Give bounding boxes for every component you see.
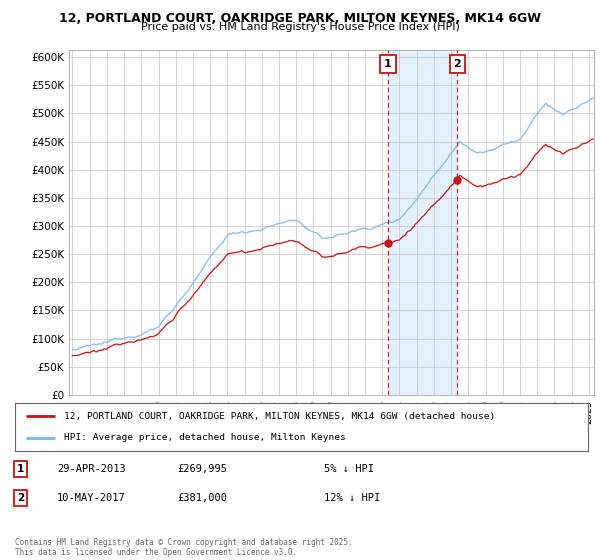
Text: 12% ↓ HPI: 12% ↓ HPI [324, 493, 380, 503]
Text: 12, PORTLAND COURT, OAKRIDGE PARK, MILTON KEYNES, MK14 6GW: 12, PORTLAND COURT, OAKRIDGE PARK, MILTO… [59, 12, 541, 25]
Text: £269,995: £269,995 [177, 464, 227, 474]
Text: £381,000: £381,000 [177, 493, 227, 503]
Text: 10-MAY-2017: 10-MAY-2017 [57, 493, 126, 503]
Text: 12, PORTLAND COURT, OAKRIDGE PARK, MILTON KEYNES, MK14 6GW (detached house): 12, PORTLAND COURT, OAKRIDGE PARK, MILTO… [64, 412, 495, 421]
Text: 1: 1 [384, 59, 392, 69]
Text: 2: 2 [454, 59, 461, 69]
Text: HPI: Average price, detached house, Milton Keynes: HPI: Average price, detached house, Milt… [64, 433, 346, 442]
Text: Price paid vs. HM Land Registry's House Price Index (HPI): Price paid vs. HM Land Registry's House … [140, 22, 460, 32]
Text: 5% ↓ HPI: 5% ↓ HPI [324, 464, 374, 474]
Text: 1: 1 [17, 464, 24, 474]
Bar [388, 50, 457, 395]
Text: Contains HM Land Registry data © Crown copyright and database right 2025.
This d: Contains HM Land Registry data © Crown c… [15, 538, 353, 557]
Text: 2: 2 [17, 493, 24, 503]
Text: 29-APR-2013: 29-APR-2013 [57, 464, 126, 474]
